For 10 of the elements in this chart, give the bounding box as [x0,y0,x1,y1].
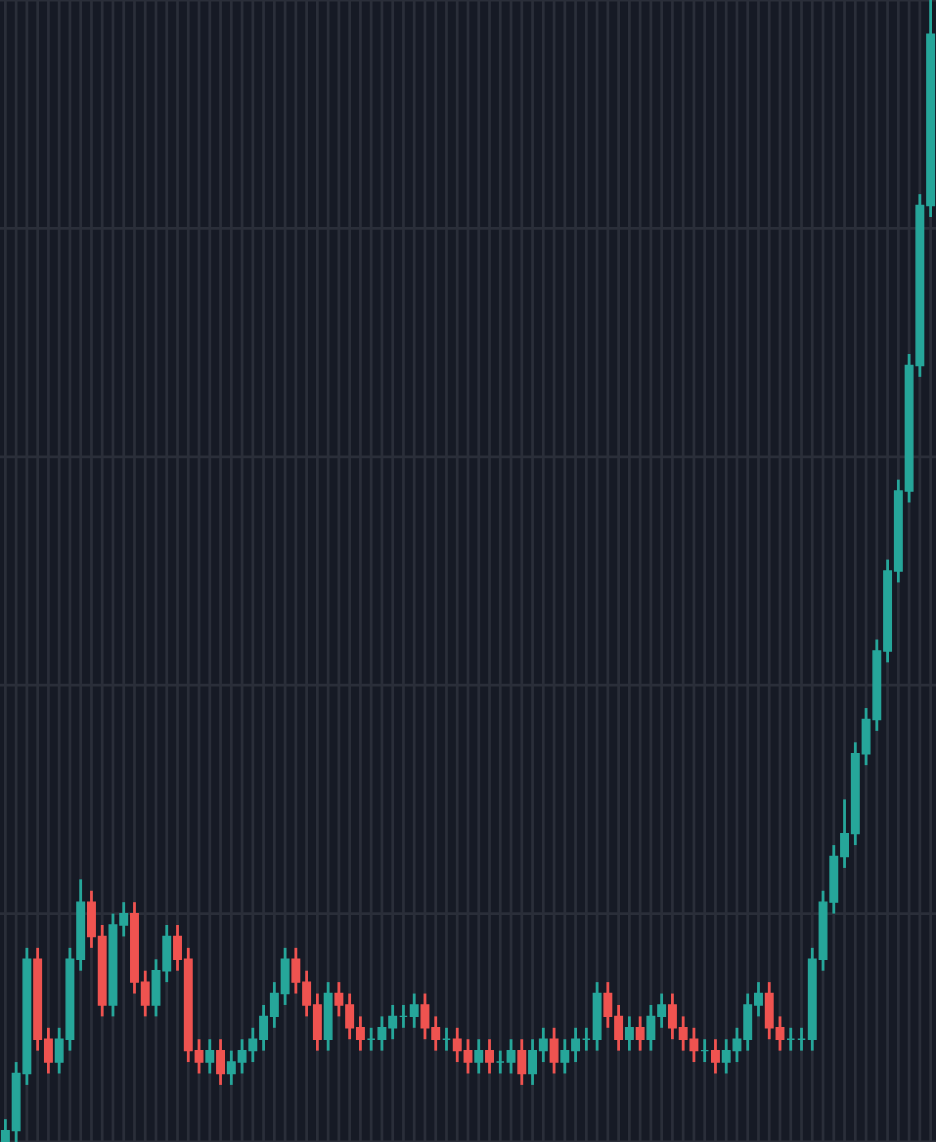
candlestick [624,1014,634,1053]
candlestick [205,1037,215,1075]
candlestick [474,1037,484,1075]
candlestick [635,1014,645,1053]
candlestick [323,980,333,1053]
candlestick [549,1026,559,1075]
candlestick [485,1037,494,1075]
candlestick [710,1037,720,1075]
candlestick [517,1037,527,1087]
candlestick [216,1037,226,1087]
